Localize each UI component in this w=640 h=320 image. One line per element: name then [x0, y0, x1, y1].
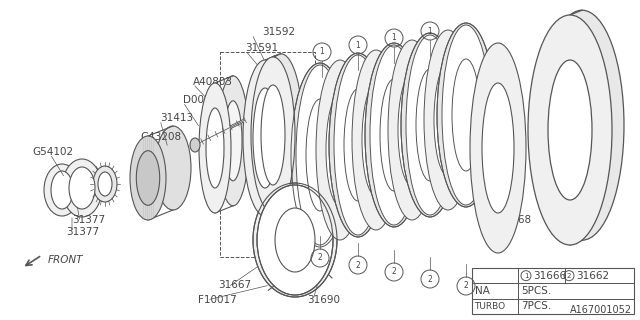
Text: A40803: A40803: [193, 77, 233, 87]
Ellipse shape: [401, 33, 459, 217]
Ellipse shape: [406, 35, 454, 215]
Text: TURBO: TURBO: [474, 302, 505, 311]
Ellipse shape: [265, 83, 289, 183]
Ellipse shape: [398, 74, 426, 186]
Text: 1: 1: [356, 41, 360, 50]
Ellipse shape: [253, 183, 337, 297]
Text: D00817: D00817: [183, 95, 224, 105]
Ellipse shape: [259, 54, 303, 210]
Ellipse shape: [528, 15, 612, 245]
Text: 31668: 31668: [498, 215, 531, 225]
Ellipse shape: [437, 23, 495, 207]
Ellipse shape: [269, 82, 293, 182]
Text: 2: 2: [317, 253, 323, 262]
Ellipse shape: [69, 167, 95, 209]
Ellipse shape: [255, 55, 299, 211]
Ellipse shape: [51, 171, 73, 209]
Ellipse shape: [416, 69, 444, 181]
Ellipse shape: [434, 64, 462, 176]
Ellipse shape: [253, 88, 277, 188]
Text: 1: 1: [392, 34, 396, 43]
Text: 31666: 31666: [533, 271, 566, 281]
Ellipse shape: [452, 59, 480, 171]
Text: 2: 2: [356, 260, 360, 269]
Ellipse shape: [190, 138, 200, 152]
Text: 31413: 31413: [160, 113, 193, 123]
Ellipse shape: [329, 53, 387, 237]
Text: G43208: G43208: [140, 132, 181, 142]
Ellipse shape: [316, 60, 364, 240]
Text: 2: 2: [392, 268, 396, 276]
Ellipse shape: [98, 172, 112, 196]
Text: 31592: 31592: [262, 27, 295, 37]
Text: G54102: G54102: [32, 147, 73, 157]
Ellipse shape: [62, 159, 102, 217]
Text: FRONT: FRONT: [48, 255, 83, 265]
Ellipse shape: [130, 136, 166, 220]
Ellipse shape: [470, 43, 526, 253]
Ellipse shape: [380, 79, 408, 191]
Text: NA: NA: [475, 286, 490, 296]
Text: 31643: 31643: [572, 190, 605, 200]
Bar: [220, 52, 315, 257]
Text: A167001052: A167001052: [570, 305, 632, 315]
Ellipse shape: [334, 55, 382, 235]
Ellipse shape: [224, 101, 242, 181]
Text: 1: 1: [524, 273, 528, 279]
Text: 7PCS.: 7PCS.: [521, 301, 551, 311]
Ellipse shape: [251, 57, 295, 213]
Ellipse shape: [442, 25, 490, 205]
Text: 1: 1: [319, 47, 324, 57]
Ellipse shape: [275, 208, 315, 272]
Text: 31662: 31662: [576, 271, 609, 281]
Ellipse shape: [370, 45, 418, 225]
Ellipse shape: [257, 185, 333, 295]
Text: 1: 1: [428, 27, 433, 36]
Ellipse shape: [560, 55, 604, 195]
Text: 31377: 31377: [66, 227, 99, 237]
Text: 31690: 31690: [307, 295, 340, 305]
Ellipse shape: [155, 126, 191, 210]
Ellipse shape: [243, 60, 287, 216]
Ellipse shape: [199, 83, 231, 213]
Bar: [472, 268, 634, 314]
Ellipse shape: [296, 65, 344, 245]
Ellipse shape: [306, 99, 334, 211]
Ellipse shape: [424, 30, 472, 210]
Text: 31667: 31667: [218, 280, 251, 290]
Ellipse shape: [261, 85, 285, 185]
Ellipse shape: [44, 164, 80, 216]
Text: 2: 2: [567, 273, 571, 279]
Ellipse shape: [362, 84, 390, 196]
Ellipse shape: [540, 10, 624, 240]
Ellipse shape: [344, 89, 372, 201]
Ellipse shape: [482, 83, 514, 213]
Text: 2: 2: [428, 275, 433, 284]
Text: F10017: F10017: [198, 295, 237, 305]
Text: 5PCS.: 5PCS.: [521, 286, 551, 296]
Ellipse shape: [291, 63, 349, 247]
Ellipse shape: [217, 76, 249, 206]
Ellipse shape: [388, 40, 436, 220]
Ellipse shape: [548, 60, 592, 200]
Ellipse shape: [93, 166, 117, 202]
Text: 2: 2: [463, 282, 468, 291]
Ellipse shape: [326, 94, 354, 206]
Text: 31377: 31377: [72, 215, 105, 225]
Ellipse shape: [206, 108, 224, 188]
Text: 31591: 31591: [245, 43, 278, 53]
Ellipse shape: [136, 151, 160, 205]
Ellipse shape: [352, 50, 400, 230]
Ellipse shape: [365, 43, 423, 227]
